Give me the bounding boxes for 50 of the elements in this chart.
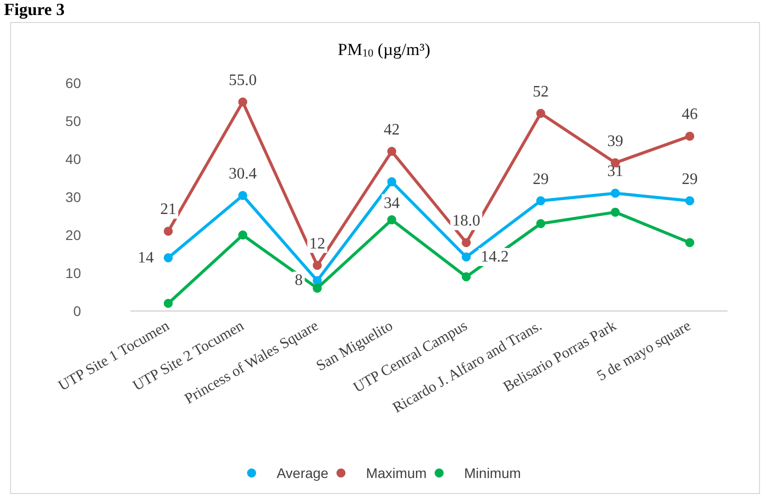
data-label: 29 [682,170,698,188]
point [312,284,322,293]
point [462,272,471,282]
point [164,298,173,308]
point [685,238,694,248]
data-label: 14.2 [480,248,509,266]
point [536,219,546,228]
data-label: 29 [532,170,549,188]
point [238,98,248,106]
data-label: 31 [607,163,624,180]
point [164,253,173,262]
y-tick-label: 40 [65,151,82,167]
data-label: 55.0 [228,72,257,89]
legend-label: Minimum [464,465,521,481]
legend-label: Average [276,465,329,481]
caption: Figure 3 [4,0,65,20]
point [387,215,396,224]
data-label: 30.4 [228,165,257,182]
point [238,230,248,240]
point [536,196,546,206]
point [685,132,694,141]
data-label: 18.0 [452,212,480,230]
data-label: 52 [532,83,549,100]
y-tick-label: 20 [65,227,82,243]
y-tick-label: 30 [65,189,82,205]
point [610,208,620,217]
data-label: 42 [384,121,400,138]
y-tick-label: 60 [65,75,82,91]
point [536,108,546,118]
data-label: 46 [682,106,698,124]
point [685,196,694,206]
y-tick-label: 10 [65,265,82,281]
point [610,188,620,198]
data-label: 39 [607,132,624,150]
point [312,276,322,286]
data-label: 14 [138,249,154,266]
point [312,260,322,270]
legend-label: Maximum [366,465,427,481]
data-label: 21 [160,201,176,218]
point [462,238,471,248]
y-tick-label: 50 [65,113,82,129]
point [387,146,396,156]
data-label: 8 [294,272,303,290]
point [238,190,248,200]
point [462,252,471,262]
y-tick-label: 0 [73,303,82,319]
point [164,226,173,236]
data-label: 34 [384,194,400,212]
data-label: 12 [309,235,326,252]
point [387,177,396,186]
